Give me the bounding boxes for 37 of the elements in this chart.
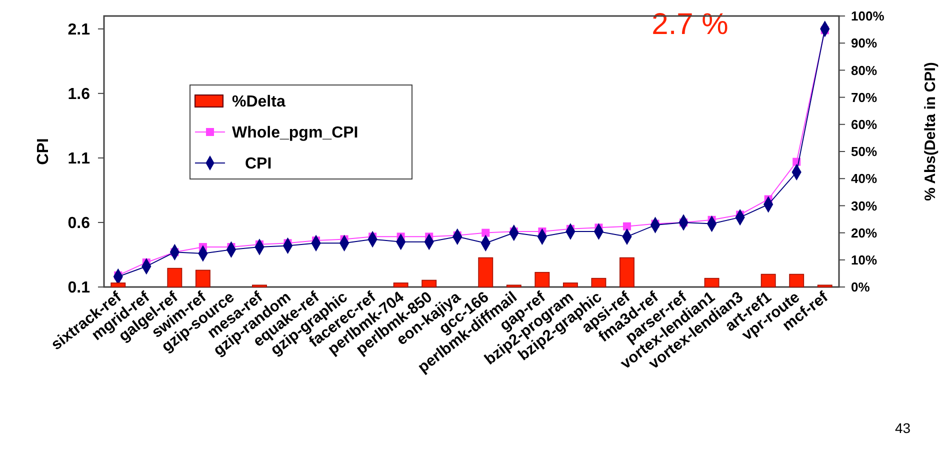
- bar: [789, 274, 804, 288]
- y2-tick-label: 40%: [851, 171, 878, 186]
- bar: [195, 270, 210, 288]
- bar: [562, 282, 578, 288]
- y2-tick-label: 80%: [851, 62, 878, 78]
- y-axis-title: CPI: [35, 138, 52, 165]
- y-tick-label: 2.1: [68, 22, 90, 39]
- y2-tick-label: 10%: [851, 252, 878, 268]
- bar: [478, 257, 494, 288]
- y2-tick-label: 50%: [851, 144, 878, 160]
- legend-label: %Delta: [232, 94, 286, 111]
- legend-label: CPI: [245, 156, 272, 173]
- bar: [591, 278, 606, 288]
- bar: [620, 257, 634, 288]
- y2-tick-label: 100%: [851, 8, 885, 24]
- y2-tick-label: 30%: [851, 198, 878, 214]
- y-tick-label: 1.1: [68, 150, 90, 168]
- bar: [704, 278, 720, 288]
- y2-tick-label: 0%: [851, 280, 870, 295]
- legend-label: Whole_pgm_CPI: [232, 124, 358, 142]
- y-tick-label: 1.6: [68, 86, 90, 104]
- bar: [760, 274, 776, 288]
- text: 43: [895, 420, 911, 436]
- y2-tick-label: 70%: [851, 90, 878, 105]
- bar: [167, 268, 182, 288]
- bar: [110, 282, 126, 288]
- y2-axis-title: % Abs(Delta in CPI): [922, 62, 939, 201]
- y2-tick-label: 60%: [851, 116, 878, 132]
- point: [622, 222, 631, 230]
- bar: [393, 282, 408, 288]
- y2-tick-label: 20%: [851, 225, 878, 240]
- annotation: 2.7 %: [652, 8, 728, 41]
- y2-tick-label: 90%: [851, 36, 878, 51]
- bar: [422, 280, 437, 288]
- y-tick-label: 0.6: [68, 215, 90, 232]
- point: [482, 228, 490, 237]
- bar: [534, 272, 550, 288]
